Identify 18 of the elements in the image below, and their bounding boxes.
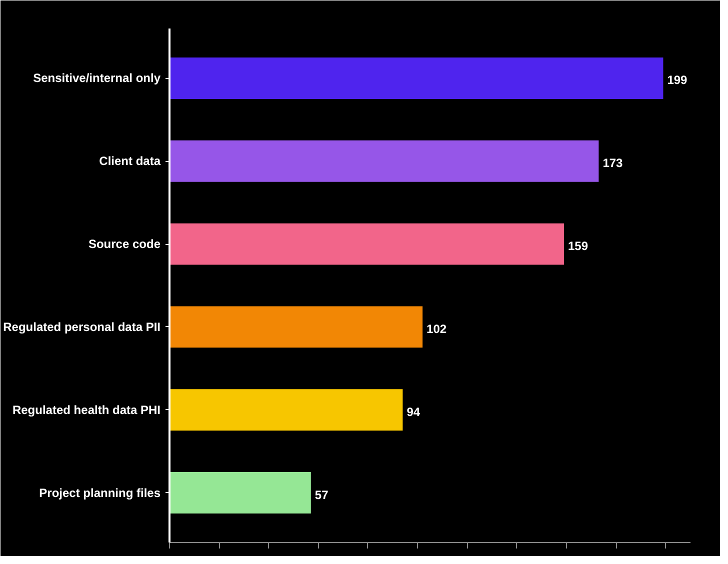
y-tick-label: Source code xyxy=(88,237,161,252)
bar xyxy=(170,223,564,265)
data-label: 94 xyxy=(406,404,420,419)
data-label: 159 xyxy=(568,239,588,254)
y-tick-label: Sensitive/internal only xyxy=(33,71,161,86)
data-label: 173 xyxy=(602,156,624,170)
data-label: 57 xyxy=(314,488,329,502)
y-tick-label: Client data xyxy=(99,154,161,168)
y-tick-label: Project planning files xyxy=(39,486,161,500)
bar xyxy=(170,140,599,182)
bar xyxy=(170,58,664,99)
bar xyxy=(170,306,423,348)
bar xyxy=(170,472,311,514)
data-label: 102 xyxy=(426,322,447,336)
data-label: 199 xyxy=(667,73,688,88)
bar xyxy=(170,389,403,431)
y-tick-label: Regulated personal data PII xyxy=(3,320,161,334)
y-tick-label: Regulated health data PHI xyxy=(12,402,161,417)
